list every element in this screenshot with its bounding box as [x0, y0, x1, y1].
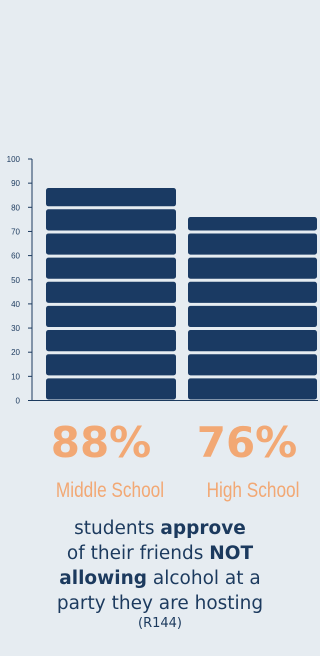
bar-segment: [46, 187, 176, 207]
category-label-middle-school: Middle School: [55, 479, 165, 502]
bar-segment: [188, 354, 317, 376]
bar-segment: [46, 281, 176, 303]
y-tick-label: 70: [11, 227, 20, 236]
bar-chart: 0 10 20 30 40 50 60 70 80 90 100: [7, 155, 318, 406]
bar-segment: [46, 209, 176, 231]
y-tick-label: 60: [11, 252, 20, 261]
y-tick-label: 50: [11, 276, 20, 285]
y-tick-label: 40: [11, 300, 20, 309]
source-reference: (R144): [138, 616, 182, 631]
bar-segment: [188, 233, 317, 255]
bar-segment: [46, 330, 176, 352]
y-tick-label: 80: [11, 203, 20, 212]
value-label-high-school: 76%: [196, 418, 298, 467]
caption-bold: NOT: [209, 543, 254, 564]
y-tick-label: 10: [11, 372, 20, 381]
bar-segment: [188, 216, 317, 231]
bar-segment: [46, 378, 176, 400]
category-labels: Middle School High School: [0, 474, 320, 508]
y-axis: 0 10 20 30 40 50 60 70 80 90 100: [7, 155, 318, 406]
bar-segment: [46, 257, 176, 279]
y-tick-label: 20: [11, 348, 20, 357]
bar-high-school: [188, 216, 317, 400]
y-tick-label: 30: [11, 324, 20, 333]
bar-segment: [188, 330, 317, 352]
bar-segment: [46, 305, 176, 328]
y-tick-label: 100: [7, 155, 21, 164]
caption-bold: allowing: [59, 568, 147, 589]
bar-segment: [46, 354, 176, 376]
bars: [46, 187, 317, 400]
value-label-middle-school: 88%: [50, 418, 152, 467]
value-labels: 88% 76%: [0, 418, 320, 468]
caption-line-1: students approve: [0, 516, 320, 541]
bar-middle-school: [46, 187, 176, 400]
caption-line-2: of their friends NOT: [0, 541, 320, 566]
caption-text: of their friends: [66, 543, 210, 564]
caption: students approve of their friends NOT al…: [0, 516, 320, 632]
caption-line-3: allowing alcohol at a: [0, 566, 320, 591]
y-tick-label: 90: [11, 179, 20, 188]
bar-segment: [188, 281, 317, 303]
bar-segment: [46, 233, 176, 255]
caption-text: students: [74, 518, 161, 539]
caption-bold: approve: [160, 518, 246, 539]
category-label-high-school: High School: [206, 479, 300, 502]
caption-text: alcohol at a: [147, 568, 261, 589]
bar-segment: [188, 305, 317, 328]
bar-segment: [188, 257, 317, 279]
bar-segment: [188, 378, 317, 400]
caption-line-4: party they are hosting: [56, 593, 264, 614]
y-tick-label: 0: [16, 397, 21, 406]
